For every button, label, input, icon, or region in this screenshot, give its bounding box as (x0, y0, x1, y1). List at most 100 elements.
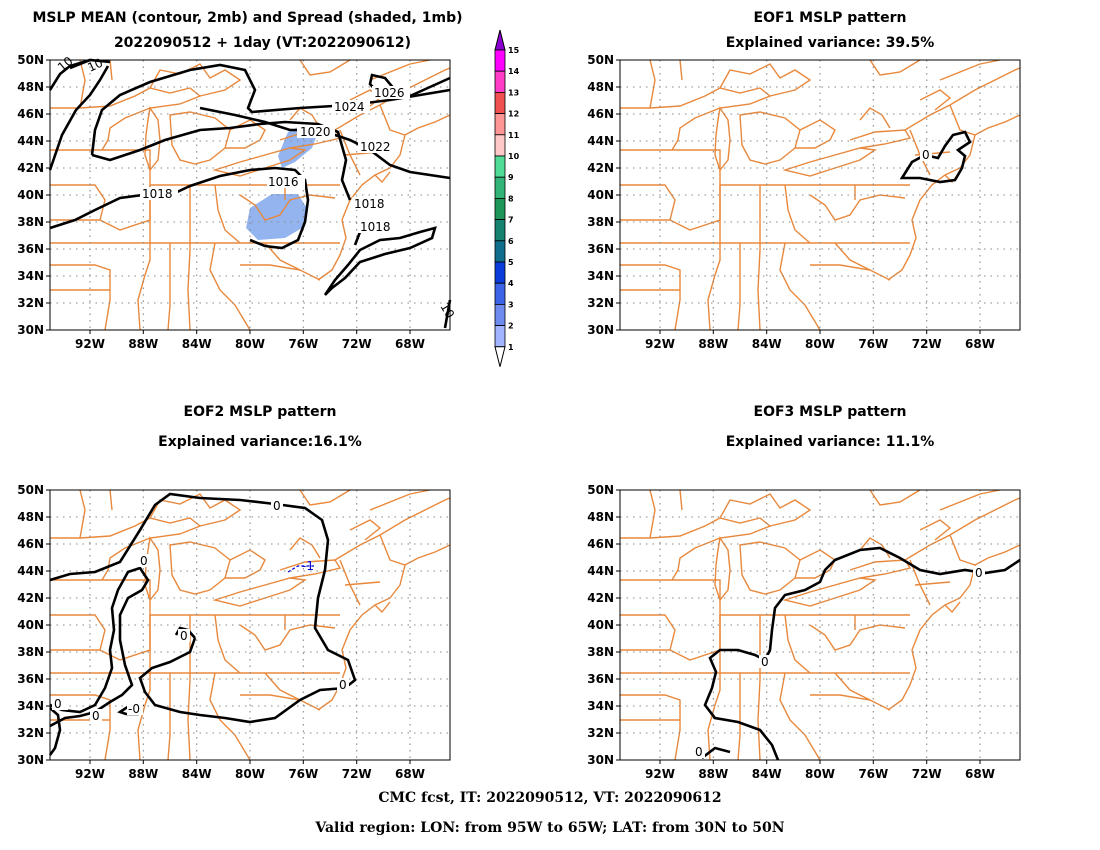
colorbar-label: 11 (508, 131, 520, 140)
eof2-label-0-east: 0 (339, 678, 347, 692)
colorbar-swatch (494, 155, 506, 178)
lat-label: 46N (17, 537, 44, 551)
lon-label: 68W (965, 767, 995, 781)
colorbar-max-arrow (494, 29, 506, 51)
lat-label: 38N (17, 215, 44, 229)
eof1-zero-contour (899, 130, 972, 184)
panel3-title-line2: Explained variance:16.1% (158, 434, 362, 450)
colorbar-label: 9 (508, 173, 514, 182)
lon-label: 72W (912, 337, 942, 351)
panel-eof1-map (619, 59, 1021, 331)
colorbar-label: 15 (508, 46, 520, 55)
panel2-title-line1: EOF1 MSLP pattern (753, 10, 907, 26)
colorbar-label: 3 (508, 300, 514, 309)
lon-label: 84W (752, 767, 782, 781)
panel1-title-line2: 2022090512 + 1day (VT:2022090612) (113, 35, 412, 51)
lat-label: 46N (587, 107, 614, 121)
lat-label: 34N (17, 699, 44, 713)
contour-label-1016: 1016 (268, 175, 299, 189)
lon-label: 88W (698, 337, 728, 351)
lat-label: 38N (17, 645, 44, 659)
lon-label: 72W (912, 767, 942, 781)
contour-label-1024: 1024 (334, 100, 365, 114)
lon-label: 84W (182, 767, 212, 781)
colorbar-swatch (494, 92, 506, 115)
lat-label: 42N (587, 591, 614, 605)
lat-label: 40N (587, 188, 614, 202)
lat-label: 32N (17, 726, 44, 740)
colorbar-label: 7 (508, 216, 514, 225)
colorbar-label: 10 (508, 152, 520, 161)
panel-eof4-map (619, 489, 1021, 761)
lat-label: 46N (17, 107, 44, 121)
colorbar-swatch (494, 70, 506, 93)
lon-label: 92W (75, 337, 105, 351)
lat-label: 34N (587, 269, 614, 283)
lat-label: 32N (587, 296, 614, 310)
lon-label: 76W (858, 767, 888, 781)
lat-label: 34N (17, 269, 44, 283)
colorbar-swatch (494, 113, 506, 136)
lon-label: 88W (128, 767, 158, 781)
eof1-contour-labels: 0 (920, 148, 932, 162)
lat-label: 44N (17, 564, 44, 578)
lat-label: 42N (17, 591, 44, 605)
lon-label: 80W (235, 767, 265, 781)
footer-line2: Valid region: LON: from 95W to 65W; LAT:… (315, 820, 785, 836)
panel2-title-line2: Explained variance: 39.5% (725, 35, 935, 51)
lat-label: 50N (17, 483, 44, 497)
eof2-label-0-top: 0 (273, 499, 281, 513)
lon-label: 80W (805, 337, 835, 351)
lat-label: 48N (587, 80, 614, 94)
lat-label: 30N (587, 753, 614, 767)
eof2-label-neg0: -0 (128, 702, 140, 716)
lon-label: 72W (342, 337, 372, 351)
eof2-negative-contour (287, 565, 314, 573)
lon-label: 92W (75, 767, 105, 781)
lon-label: 68W (395, 337, 425, 351)
lat-label: 36N (17, 242, 44, 256)
lon-label: 72W (342, 767, 372, 781)
eof1-label-0: 0 (922, 148, 930, 162)
lat-label: 32N (587, 726, 614, 740)
colorbar-label: 8 (508, 194, 514, 203)
lon-label: 84W (182, 337, 212, 351)
lon-label: 68W (965, 337, 995, 351)
colorbar-label: 6 (508, 237, 514, 246)
lat-label: 48N (17, 510, 44, 524)
lon-label: 88W (698, 767, 728, 781)
colorbar-label: 4 (508, 279, 514, 288)
colorbar-swatch (494, 261, 506, 284)
panel1-title-line1: MSLP MEAN (contour, 2mb) and Spread (sha… (32, 10, 463, 26)
colorbar-swatch (494, 176, 506, 199)
lat-label: 50N (587, 53, 614, 67)
lat-label: 42N (587, 161, 614, 175)
eof3-label-0-south: 0 (695, 745, 703, 759)
lat-label: 30N (587, 323, 614, 337)
colorbar-min-arrow (494, 346, 506, 367)
eof3-contour-labels: 0 0 0 (693, 566, 985, 759)
eof3-label-0-mid: 0 (761, 655, 769, 669)
lon-label: 92W (645, 337, 675, 351)
lat-label: 32N (17, 296, 44, 310)
contour-label-1018-a: 1018 (142, 187, 173, 201)
contour-label-1020: 1020 (300, 125, 331, 139)
footer-line1: CMC fcst, IT: 2022090512, VT: 2022090612 (378, 790, 722, 806)
axis-labels: 50N 48N 46N 44N 42N 40N 38N 36N 34N 32N 30N 92W 88W 8… (17, 53, 995, 781)
lat-label: 34N (587, 699, 614, 713)
colorbar-label: 5 (508, 258, 514, 267)
lon-label: 80W (805, 767, 835, 781)
lat-label: 38N (587, 645, 614, 659)
eof2-label-0-sw: 0 (92, 709, 100, 723)
contour-label-10-b: 10 (85, 56, 105, 75)
colorbar-swatch (494, 325, 506, 348)
colorbar-swatch (494, 303, 506, 326)
lat-label: 48N (587, 510, 614, 524)
eof2-label-0-inner: 0 (180, 629, 188, 643)
contour-label-10-c: 10 (437, 301, 457, 321)
colorbar-swatch (494, 240, 506, 263)
lon-label: 92W (645, 767, 675, 781)
lat-label: 30N (17, 753, 44, 767)
